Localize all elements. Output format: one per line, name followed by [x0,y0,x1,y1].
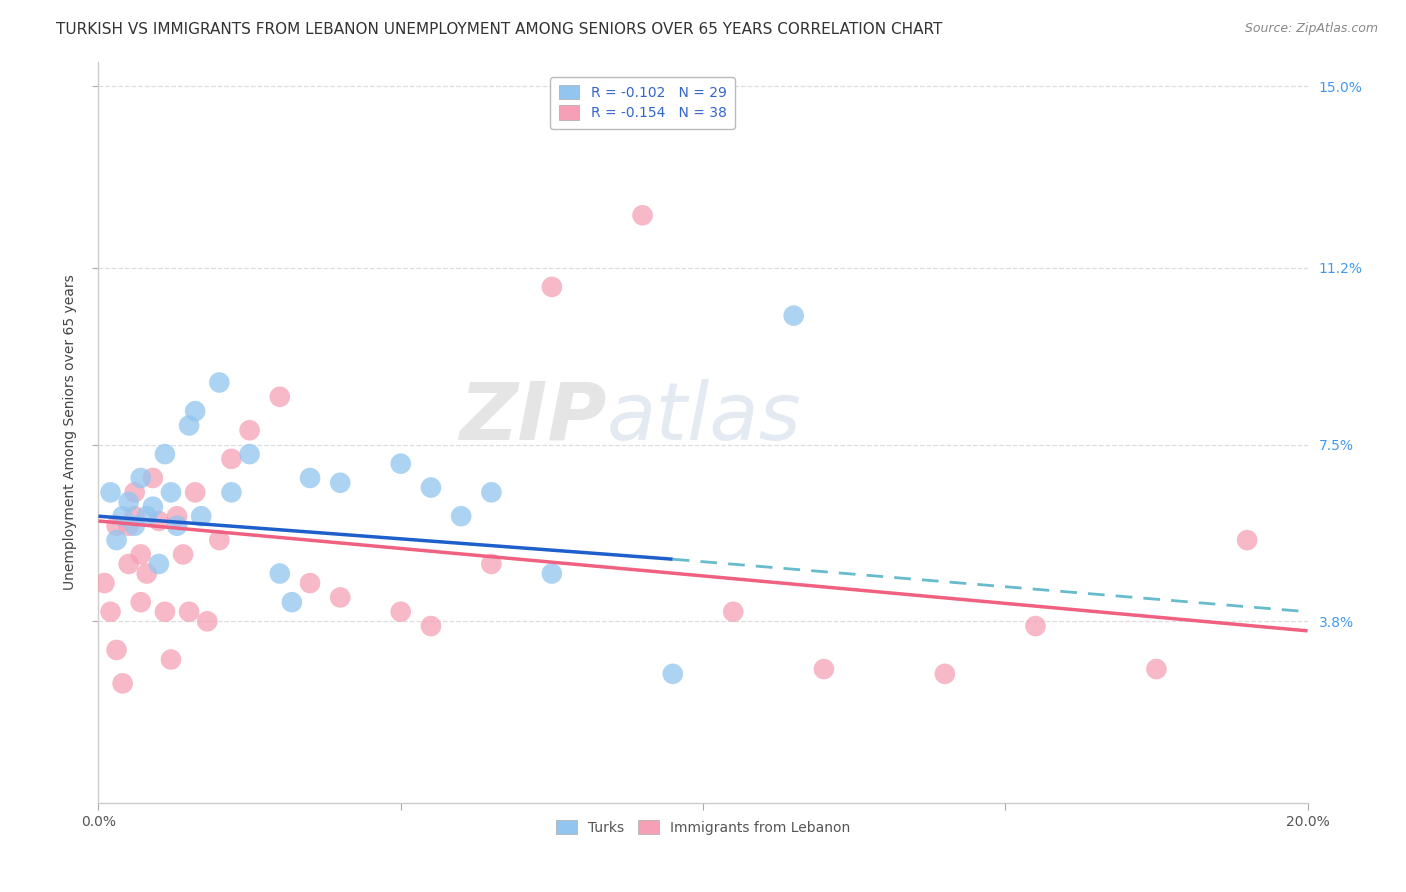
Point [420,481,443,495]
Text: Source: ZipAtlas.com: Source: ZipAtlas.com [1244,22,1378,36]
Point [269,390,291,404]
Point [124,485,146,500]
Point [142,500,165,514]
Point [1236,533,1258,547]
Point [389,457,412,471]
Point [934,666,956,681]
Point [105,643,128,657]
Point [135,566,157,581]
Point [172,548,194,562]
Point [299,471,322,485]
Point [160,652,183,666]
Point [450,509,472,524]
Point [299,576,322,591]
Point [269,566,291,581]
Point [105,533,128,547]
Point [166,518,188,533]
Point [129,548,152,562]
Point [281,595,304,609]
Point [208,533,231,547]
Point [118,557,141,571]
Point [111,509,134,524]
Text: TURKISH VS IMMIGRANTS FROM LEBANON UNEMPLOYMENT AMONG SENIORS OVER 65 YEARS CORR: TURKISH VS IMMIGRANTS FROM LEBANON UNEMP… [56,22,942,37]
Text: atlas: atlas [606,379,801,457]
Point [540,566,562,581]
Point [813,662,835,676]
Point [481,485,503,500]
Text: ZIP: ZIP [458,379,606,457]
Point [148,514,170,528]
Point [481,557,503,571]
Point [540,280,562,294]
Point [239,447,262,461]
Point [100,605,122,619]
Legend: Turks, Immigrants from Lebanon: Turks, Immigrants from Lebanon [550,814,856,840]
Point [208,376,231,390]
Point [124,509,146,524]
Point [105,518,128,533]
Y-axis label: Unemployment Among Seniors over 65 years: Unemployment Among Seniors over 65 years [63,275,77,591]
Point [239,423,262,437]
Point [160,485,183,500]
Point [1144,662,1167,676]
Point [631,208,654,222]
Point [184,485,207,500]
Point [329,591,352,605]
Point [148,557,170,571]
Point [179,605,201,619]
Point [221,451,243,466]
Point [184,404,207,418]
Point [124,518,146,533]
Point [142,471,165,485]
Point [135,509,157,524]
Point [129,595,152,609]
Point [195,615,218,629]
Point [166,509,188,524]
Point [420,619,443,633]
Point [118,518,141,533]
Point [111,676,134,690]
Point [190,509,212,524]
Point [389,605,412,619]
Point [1024,619,1046,633]
Point [153,605,176,619]
Point [100,485,122,500]
Point [179,418,201,433]
Point [221,485,243,500]
Point [118,495,141,509]
Point [153,447,176,461]
Point [661,666,683,681]
Point [723,605,745,619]
Point [783,309,806,323]
Point [329,475,352,490]
Point [129,471,152,485]
Point [93,576,115,591]
